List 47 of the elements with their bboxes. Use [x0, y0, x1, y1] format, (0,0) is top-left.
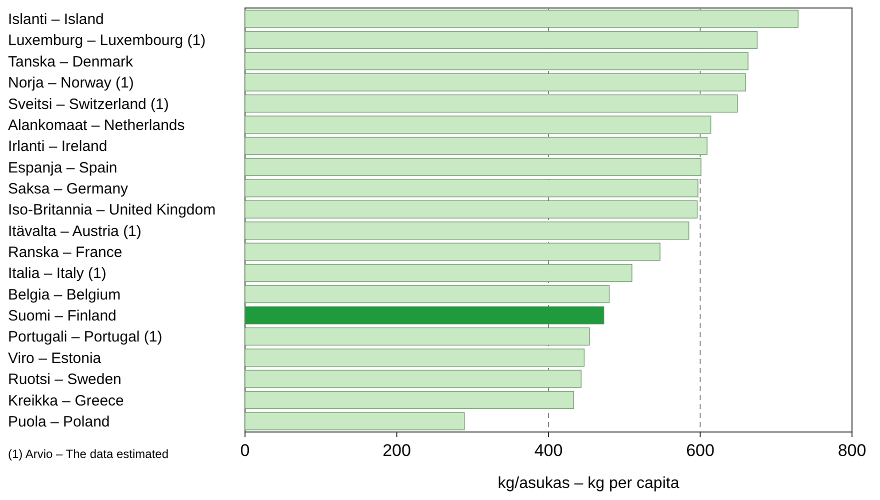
bar	[244, 136, 708, 155]
bar	[244, 200, 698, 218]
y-tick-label: Italia – Italy (1)	[8, 265, 106, 282]
y-tick-label: Ranska – France	[8, 244, 122, 262]
bar	[244, 348, 584, 367]
bar	[244, 242, 660, 261]
y-tick-label: Viro – Estonia	[8, 350, 102, 367]
x-tick-label: 400	[534, 441, 563, 460]
y-tick-label: Iso-Britannia – United Kingdom	[8, 202, 216, 219]
y-tick-label: Puola – Poland	[8, 413, 110, 430]
x-tick-label: 600	[686, 441, 714, 460]
bar	[244, 222, 690, 240]
y-tick-label: Luxemburg – Luxembourg (1)	[8, 32, 206, 50]
bar	[244, 285, 610, 304]
y-tick-label: Tanska – Denmark	[8, 53, 134, 70]
y-tick-label: Alankomaat – Netherlands	[8, 116, 185, 134]
bar	[244, 158, 702, 176]
bar	[244, 30, 758, 49]
y-tick-label: Saksa – Germany	[8, 180, 129, 198]
y-tick-label: Belgia – Belgium	[8, 286, 121, 304]
bar	[244, 116, 712, 134]
bar	[244, 306, 604, 324]
y-tick-label: Irlanti – Ireland	[8, 138, 108, 156]
x-axis-title: kg/asukas – kg per capita	[498, 475, 680, 492]
x-tick-label: 200	[382, 441, 411, 460]
y-tick-label: Islanti – Island	[8, 11, 104, 28]
bar	[244, 179, 698, 198]
bar	[244, 73, 746, 92]
bar	[244, 94, 738, 112]
bar	[244, 10, 798, 28]
y-tick-label: Sveitsi – Switzerland (1)	[8, 96, 169, 113]
bar	[244, 391, 574, 410]
bar	[244, 412, 465, 430]
y-tick-label: Kreikka – Greece	[8, 392, 124, 410]
y-tick-label: Suomi – Finland	[8, 308, 116, 325]
x-tick-label: 800	[838, 441, 866, 460]
y-tick-label: Ruotsi – Sweden	[8, 371, 122, 388]
bar	[244, 264, 632, 282]
y-tick-label: Itävalta – Austria (1)	[8, 222, 142, 240]
x-tick-label: 0	[240, 441, 250, 460]
bar	[244, 328, 590, 346]
y-tick-label: Espanja – Spain	[8, 159, 118, 176]
y-tick-label: Norja – Norway (1)	[8, 74, 134, 92]
bar	[244, 52, 748, 70]
y-tick-label: Portugali – Portugal (1)	[8, 328, 162, 346]
bar	[244, 370, 582, 388]
text: (1) Arvio – The data estimated	[8, 447, 169, 461]
